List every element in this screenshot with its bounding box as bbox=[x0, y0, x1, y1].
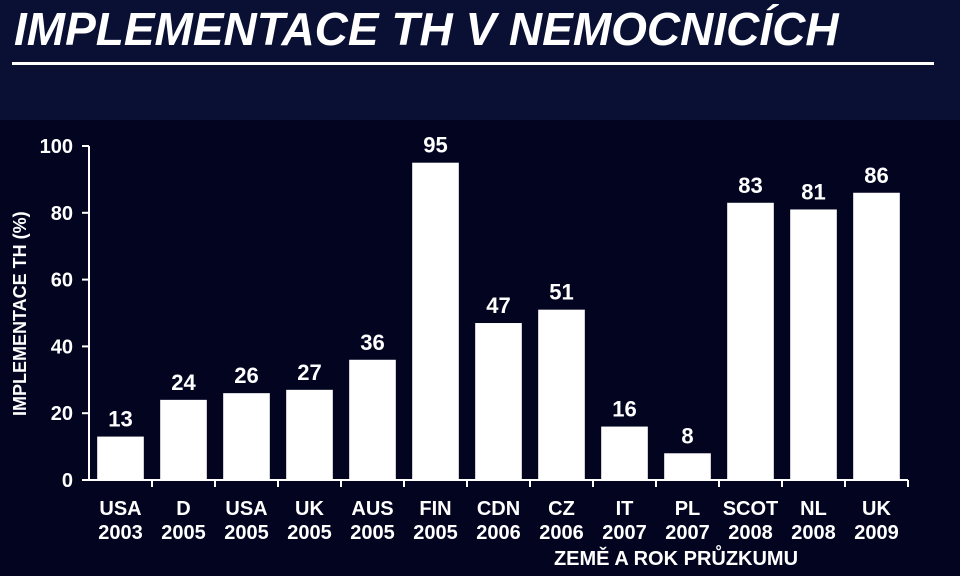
bar bbox=[412, 162, 459, 480]
x-tick-label-year: 2008 bbox=[791, 522, 836, 544]
bar bbox=[538, 309, 585, 480]
bar bbox=[160, 399, 207, 480]
x-tick-label-country: PL bbox=[675, 498, 701, 520]
x-tick-label-year: 2006 bbox=[539, 522, 584, 544]
x-tick-label-year: 2005 bbox=[287, 522, 332, 544]
bar bbox=[790, 209, 837, 480]
bar bbox=[286, 389, 333, 480]
x-tick-label-year: 2005 bbox=[161, 522, 206, 544]
bar bbox=[853, 192, 900, 480]
x-tick-label-country: CDN bbox=[477, 498, 520, 520]
bar bbox=[97, 436, 144, 480]
bar-value-label: 24 bbox=[171, 370, 196, 395]
bar-value-label: 86 bbox=[864, 163, 888, 188]
x-axis-label: ZEMĚ A ROK PRŮZKUMU bbox=[554, 544, 798, 570]
title-underline bbox=[12, 62, 934, 65]
y-tick-label: 0 bbox=[62, 470, 73, 492]
x-tick-label-year: 2005 bbox=[413, 522, 458, 544]
y-tick-label: 100 bbox=[40, 136, 73, 158]
x-tick-label-year: 2006 bbox=[476, 522, 521, 544]
bar-value-label: 26 bbox=[234, 363, 258, 388]
x-tick-label-country: AUS bbox=[351, 498, 393, 520]
bar-value-label: 16 bbox=[612, 397, 636, 422]
bar bbox=[223, 393, 270, 480]
x-tick-label-country: FIN bbox=[419, 498, 451, 520]
x-tick-label-country: IT bbox=[616, 498, 634, 520]
bar bbox=[664, 453, 711, 480]
bar-value-label: 36 bbox=[360, 330, 384, 355]
y-tick-label: 40 bbox=[51, 336, 73, 358]
slide-title: IMPLEMENTACE TH V NEMOCNICÍCH bbox=[14, 3, 839, 55]
x-tick-label-country: UK bbox=[295, 498, 324, 520]
x-tick-label-country: USA bbox=[99, 498, 141, 520]
x-tick-label-year: 2007 bbox=[602, 522, 647, 544]
y-tick-label: 20 bbox=[51, 403, 73, 425]
bar-value-label: 81 bbox=[801, 179, 825, 204]
bar-value-label: 27 bbox=[297, 360, 321, 385]
bar bbox=[601, 426, 648, 480]
x-tick-label-year: 2008 bbox=[728, 522, 773, 544]
bar-value-label: 83 bbox=[738, 173, 762, 198]
x-tick-label-country: SCOT bbox=[723, 498, 779, 520]
bar-value-label: 47 bbox=[486, 293, 510, 318]
x-tick-label-year: 2005 bbox=[350, 522, 395, 544]
x-tick-label-country: UK bbox=[862, 498, 891, 520]
bar bbox=[349, 359, 396, 480]
bar-value-label: 51 bbox=[549, 280, 573, 305]
bar bbox=[475, 323, 522, 480]
bar-value-label: 13 bbox=[108, 407, 132, 432]
bar-value-label: 95 bbox=[423, 133, 447, 158]
y-tick-label: 60 bbox=[51, 270, 73, 292]
y-axis-label: IMPLEMENTACE TH (%) bbox=[10, 211, 30, 416]
title-band: IMPLEMENTACE TH V NEMOCNICÍCH bbox=[0, 0, 960, 120]
x-tick-label-year: 2007 bbox=[665, 522, 710, 544]
x-tick-label-country: D bbox=[176, 498, 190, 520]
x-tick-label-country: USA bbox=[225, 498, 267, 520]
bar-value-label: 8 bbox=[681, 423, 693, 448]
x-tick-label-year: 2005 bbox=[224, 522, 269, 544]
x-tick-label-year: 2003 bbox=[98, 522, 143, 544]
bar bbox=[727, 202, 774, 480]
x-tick-label-country: NL bbox=[800, 498, 827, 520]
x-tick-label-year: 2009 bbox=[854, 522, 899, 544]
x-tick-label-country: CZ bbox=[548, 498, 575, 520]
y-tick-label: 80 bbox=[51, 203, 73, 225]
